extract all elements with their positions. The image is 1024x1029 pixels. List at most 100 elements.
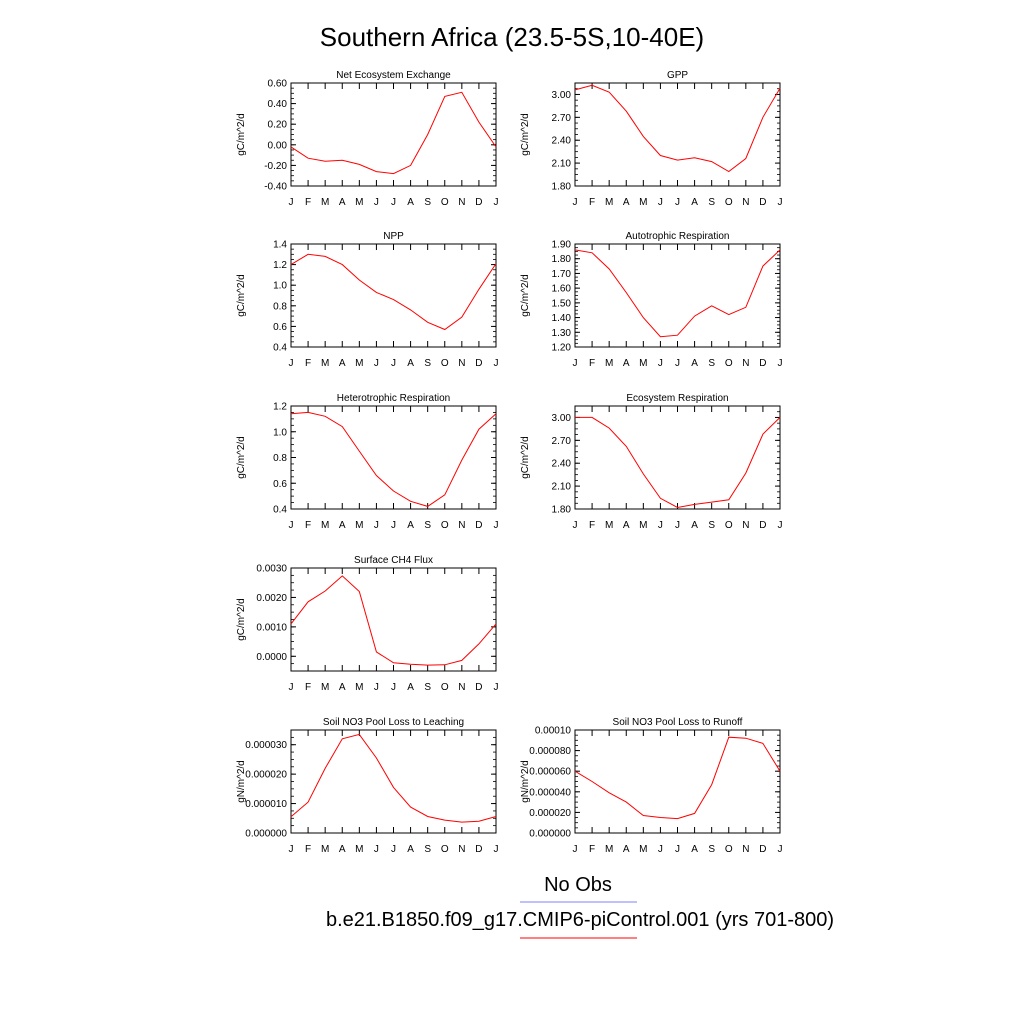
y-tick-label: 1.80 bbox=[552, 505, 572, 516]
x-tick-label: A bbox=[691, 197, 698, 208]
x-tick-label: J bbox=[778, 197, 783, 208]
x-tick-label: N bbox=[458, 520, 465, 531]
x-tick-label: D bbox=[759, 358, 766, 369]
y-axis-label: gN/m^2/d bbox=[520, 760, 531, 803]
x-tick-label: J bbox=[374, 197, 379, 208]
y-tick-label: 2.10 bbox=[552, 482, 572, 493]
plot-frame bbox=[290, 405, 497, 510]
y-tick-label: 1.30 bbox=[552, 328, 572, 339]
y-tick-label: 1.70 bbox=[552, 269, 572, 280]
x-tick-label: A bbox=[407, 197, 414, 208]
x-tick-label: J bbox=[391, 844, 396, 855]
x-tick-label: J bbox=[573, 358, 578, 369]
x-tick-label: S bbox=[424, 520, 431, 531]
x-tick-label: J bbox=[391, 520, 396, 531]
plot-frame bbox=[574, 243, 781, 348]
plot-frame bbox=[290, 567, 497, 672]
x-tick-label: A bbox=[339, 358, 346, 369]
x-tick-label: A bbox=[623, 197, 630, 208]
x-tick-label: M bbox=[355, 197, 363, 208]
series-line bbox=[290, 91, 497, 175]
x-tick-label: J bbox=[778, 520, 783, 531]
x-tick-label: N bbox=[458, 682, 465, 693]
x-tick-label: M bbox=[355, 682, 363, 693]
chart-panel: Autotrophic Respiration gC/m^2/d 1.20 1.30 1… bbox=[520, 231, 783, 369]
y-tick-label: 1.4 bbox=[273, 240, 287, 251]
x-tick-label: M bbox=[355, 358, 363, 369]
x-tick-label: O bbox=[725, 520, 733, 531]
x-tick-label: S bbox=[708, 358, 715, 369]
y-tick-label: 2.70 bbox=[552, 113, 572, 124]
x-tick-label: M bbox=[355, 520, 363, 531]
x-tick-label: J bbox=[289, 682, 294, 693]
y-axis-label: gC/m^2/d bbox=[236, 113, 247, 156]
y-tick-label: 1.40 bbox=[552, 313, 572, 324]
x-tick-label: A bbox=[623, 520, 630, 531]
x-tick-label: S bbox=[708, 844, 715, 855]
y-tick-label: 1.0 bbox=[273, 427, 287, 438]
y-tick-label: 0.8 bbox=[273, 453, 287, 464]
x-tick-label: A bbox=[407, 520, 414, 531]
x-tick-label: J bbox=[494, 682, 499, 693]
x-tick-label: M bbox=[321, 682, 329, 693]
x-tick-label: J bbox=[573, 197, 578, 208]
x-tick-label: J bbox=[289, 844, 294, 855]
y-tick-label: 0.000020 bbox=[245, 770, 287, 781]
x-tick-label: J bbox=[391, 358, 396, 369]
y-tick-label: 0.40 bbox=[268, 99, 288, 110]
x-tick-label: M bbox=[605, 358, 613, 369]
x-tick-label: J bbox=[374, 844, 379, 855]
series-line bbox=[574, 736, 781, 820]
chart-title: GPP bbox=[667, 70, 688, 81]
x-tick-label: A bbox=[623, 844, 630, 855]
x-tick-label: O bbox=[441, 358, 449, 369]
x-tick-label: J bbox=[374, 358, 379, 369]
y-tick-label: 0.000020 bbox=[529, 808, 571, 819]
chart-title: Soil NO3 Pool Loss to Leaching bbox=[323, 717, 464, 728]
x-tick-label: N bbox=[742, 197, 749, 208]
series-line bbox=[575, 416, 781, 509]
x-tick-label: S bbox=[424, 197, 431, 208]
x-tick-label: D bbox=[475, 682, 482, 693]
series-line bbox=[290, 253, 497, 331]
x-tick-label: D bbox=[475, 520, 482, 531]
chart-panel: Soil NO3 Pool Loss to RunoffgN/m^2/d0.00… bbox=[520, 717, 783, 855]
x-tick-label: O bbox=[441, 520, 449, 531]
y-tick-label: 2.40 bbox=[552, 459, 572, 470]
x-tick-label: J bbox=[494, 197, 499, 208]
page-title: Southern Africa (23.5-5S,10-40E) bbox=[320, 22, 704, 52]
legend-obs-label: No Obs bbox=[544, 874, 612, 896]
x-tick-label: J bbox=[289, 197, 294, 208]
y-tick-label: 0.4 bbox=[273, 505, 287, 516]
x-tick-label: F bbox=[589, 358, 595, 369]
x-tick-label: J bbox=[374, 682, 379, 693]
chart-panel: Surface CH4 Flux gC/m^2/d 0.0000 0.0010 0.00… bbox=[236, 555, 499, 693]
y-tick-label: 0.6 bbox=[273, 479, 287, 490]
y-tick-label: 0.000010 bbox=[245, 799, 287, 810]
x-tick-label: J bbox=[573, 844, 578, 855]
x-tick-label: M bbox=[321, 520, 329, 531]
x-tick-label: J bbox=[675, 844, 680, 855]
x-tick-label: J bbox=[289, 358, 294, 369]
y-tick-label: 0.00 bbox=[268, 140, 288, 151]
x-tick-label: M bbox=[321, 197, 329, 208]
plot-frame bbox=[290, 729, 497, 834]
x-tick-label: M bbox=[639, 197, 647, 208]
chart-title: NPP bbox=[383, 231, 404, 242]
y-tick-label: 0.000040 bbox=[529, 787, 571, 798]
x-tick-label: O bbox=[725, 844, 733, 855]
x-tick-label: J bbox=[494, 358, 499, 369]
y-tick-label: 1.20 bbox=[552, 343, 572, 354]
x-tick-label: J bbox=[494, 844, 499, 855]
chart-panel: Soil NO3 Pool Loss to LeachinggN/m^2/d0.… bbox=[236, 717, 499, 855]
x-tick-label: D bbox=[759, 844, 766, 855]
x-tick-label: O bbox=[725, 358, 733, 369]
y-tick-label: 0.0000 bbox=[256, 652, 287, 663]
y-tick-label: 0.000060 bbox=[529, 767, 571, 778]
x-tick-label: D bbox=[759, 520, 766, 531]
x-tick-label: M bbox=[639, 844, 647, 855]
x-tick-label: J bbox=[374, 520, 379, 531]
x-tick-label: N bbox=[458, 358, 465, 369]
y-tick-label: 1.90 bbox=[552, 240, 572, 251]
x-tick-label: A bbox=[339, 520, 346, 531]
